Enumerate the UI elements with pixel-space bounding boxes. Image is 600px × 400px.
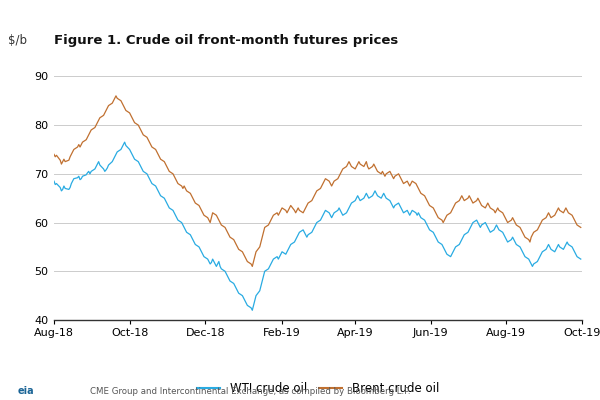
Text: Figure 1. Crude oil front-month futures prices: Figure 1. Crude oil front-month futures … bbox=[54, 34, 398, 47]
Legend: WTI crude oil, Brent crude oil: WTI crude oil, Brent crude oil bbox=[192, 378, 444, 400]
Text: eia: eia bbox=[18, 386, 35, 396]
Y-axis label: $/b: $/b bbox=[8, 34, 26, 47]
Text: CME Group and Intercontinental Exchange, as compiled by Bloomberg L.P.: CME Group and Intercontinental Exchange,… bbox=[90, 387, 410, 396]
